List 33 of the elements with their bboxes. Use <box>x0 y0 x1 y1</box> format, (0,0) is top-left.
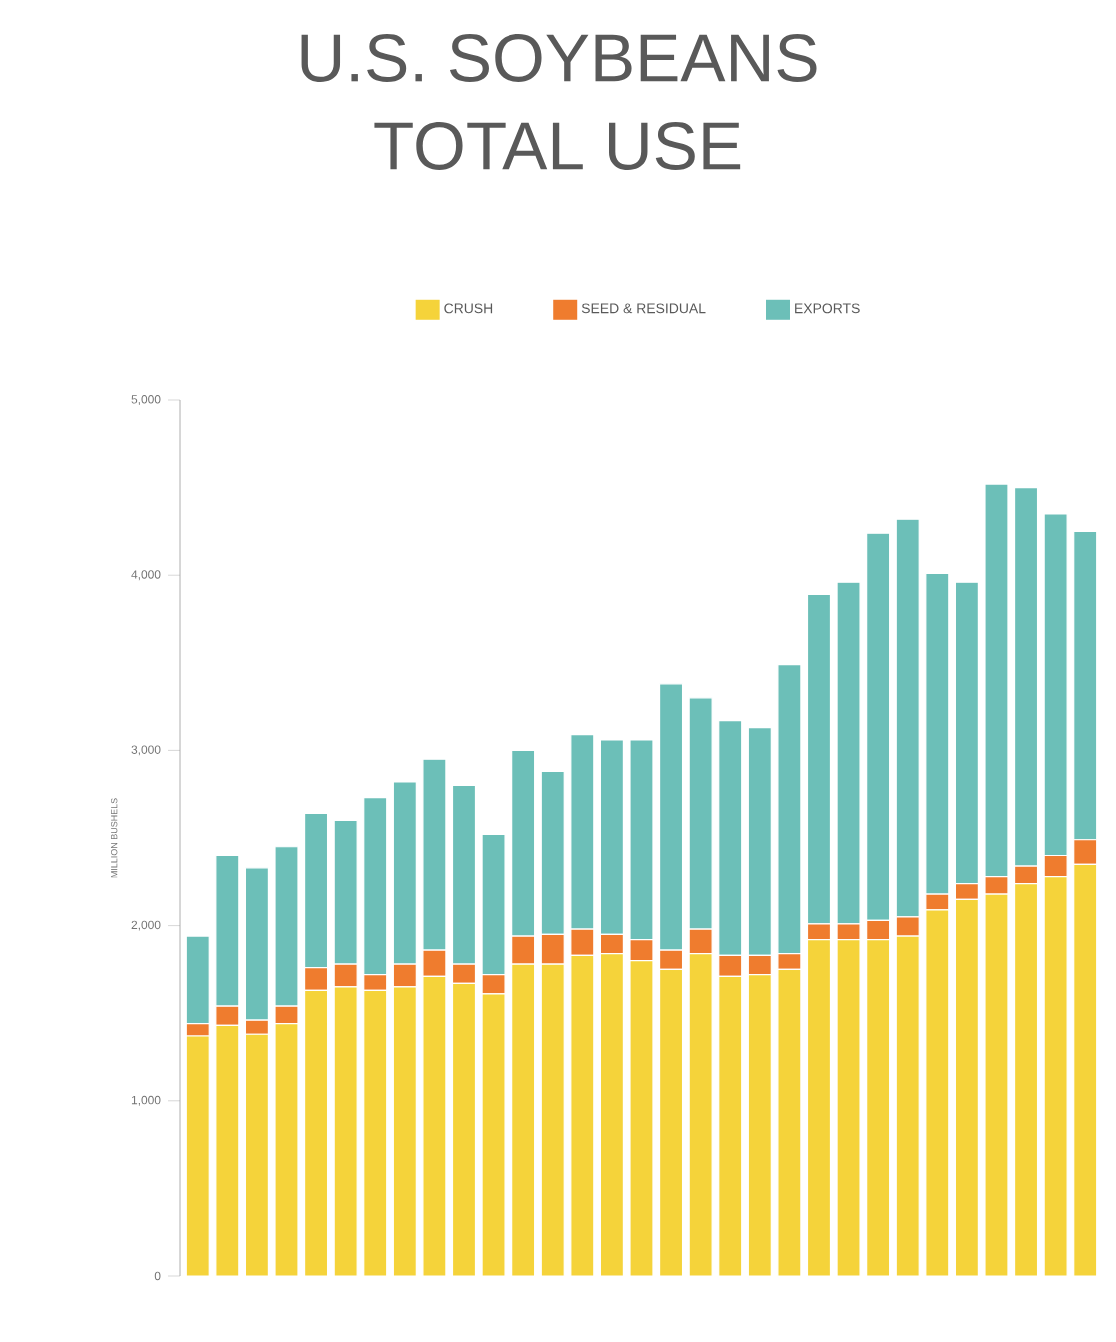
bar <box>658 968 684 1276</box>
bar <box>333 986 358 1276</box>
bar <box>688 953 713 1276</box>
bar <box>895 935 920 1276</box>
bar <box>1013 882 1039 1276</box>
bar <box>747 974 772 1276</box>
bar <box>1043 875 1068 1276</box>
bar <box>392 986 417 1276</box>
bar <box>363 989 388 1276</box>
bar <box>570 954 595 1276</box>
bar <box>540 963 565 1276</box>
bar <box>215 1024 240 1276</box>
bar <box>244 1033 270 1276</box>
bar <box>954 898 979 1276</box>
bar <box>451 982 477 1276</box>
bar <box>481 993 506 1276</box>
bar <box>718 975 743 1276</box>
bar <box>925 909 950 1276</box>
chart-title: U.S. SOYBEANS <box>301 33 817 82</box>
bar <box>806 939 832 1276</box>
bar <box>422 975 447 1276</box>
bar <box>629 960 654 1276</box>
bar <box>777 968 802 1276</box>
bar <box>599 953 625 1276</box>
bar <box>303 989 329 1276</box>
bar <box>511 963 536 1276</box>
chart-subtitle: TOTAL USE <box>374 121 741 170</box>
bar <box>866 939 891 1276</box>
bar <box>185 1035 210 1276</box>
bar <box>274 1023 299 1276</box>
bar <box>1073 863 1098 1276</box>
bar <box>984 893 1009 1276</box>
bar <box>836 939 861 1276</box>
